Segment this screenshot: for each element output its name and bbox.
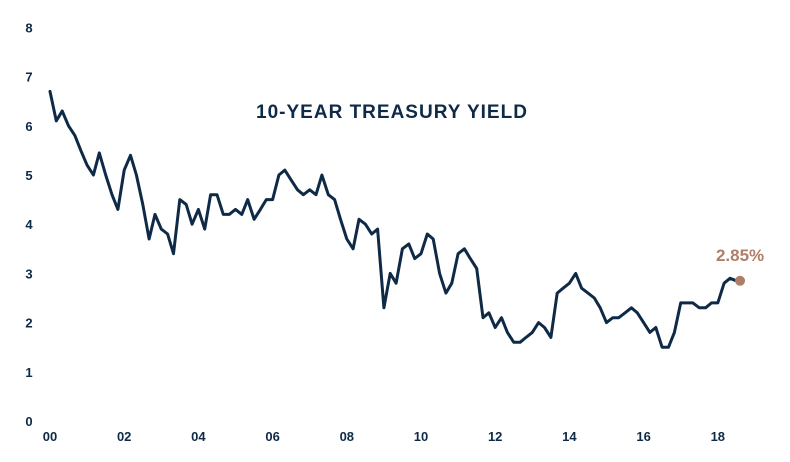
x-tick-label: 10	[414, 429, 428, 444]
y-tick-label: 0	[25, 414, 32, 429]
y-tick-label: 5	[25, 168, 32, 183]
x-tick-label: 02	[117, 429, 131, 444]
y-axis: 0 1 2 3 4 5 6 7 8	[25, 20, 33, 429]
y-tick-label: 8	[25, 20, 32, 35]
x-tick-label: 18	[711, 429, 725, 444]
x-tick-label: 00	[43, 429, 57, 444]
chart-title: 10-YEAR TREASURY YIELD	[256, 102, 528, 123]
x-tick-label: 08	[340, 429, 354, 444]
x-tick-label: 12	[488, 429, 502, 444]
yield-series-line	[48, 89, 738, 349]
latest-value-marker	[735, 275, 746, 286]
y-tick-label: 1	[25, 365, 32, 380]
y-tick-label: 4	[25, 217, 33, 232]
latest-value-label: 2.85%	[716, 246, 764, 265]
y-tick-label: 7	[25, 70, 32, 85]
x-tick-label: 16	[636, 429, 650, 444]
y-tick-label: 3	[25, 266, 32, 281]
y-tick-label: 2	[25, 316, 32, 331]
x-tick-label: 14	[562, 429, 577, 444]
y-tick-label: 6	[25, 119, 32, 134]
x-tick-label: 06	[265, 429, 279, 444]
x-axis: 00 02 04 06 08 10 12 14 16 18	[43, 429, 725, 444]
x-tick-label: 04	[191, 429, 206, 444]
